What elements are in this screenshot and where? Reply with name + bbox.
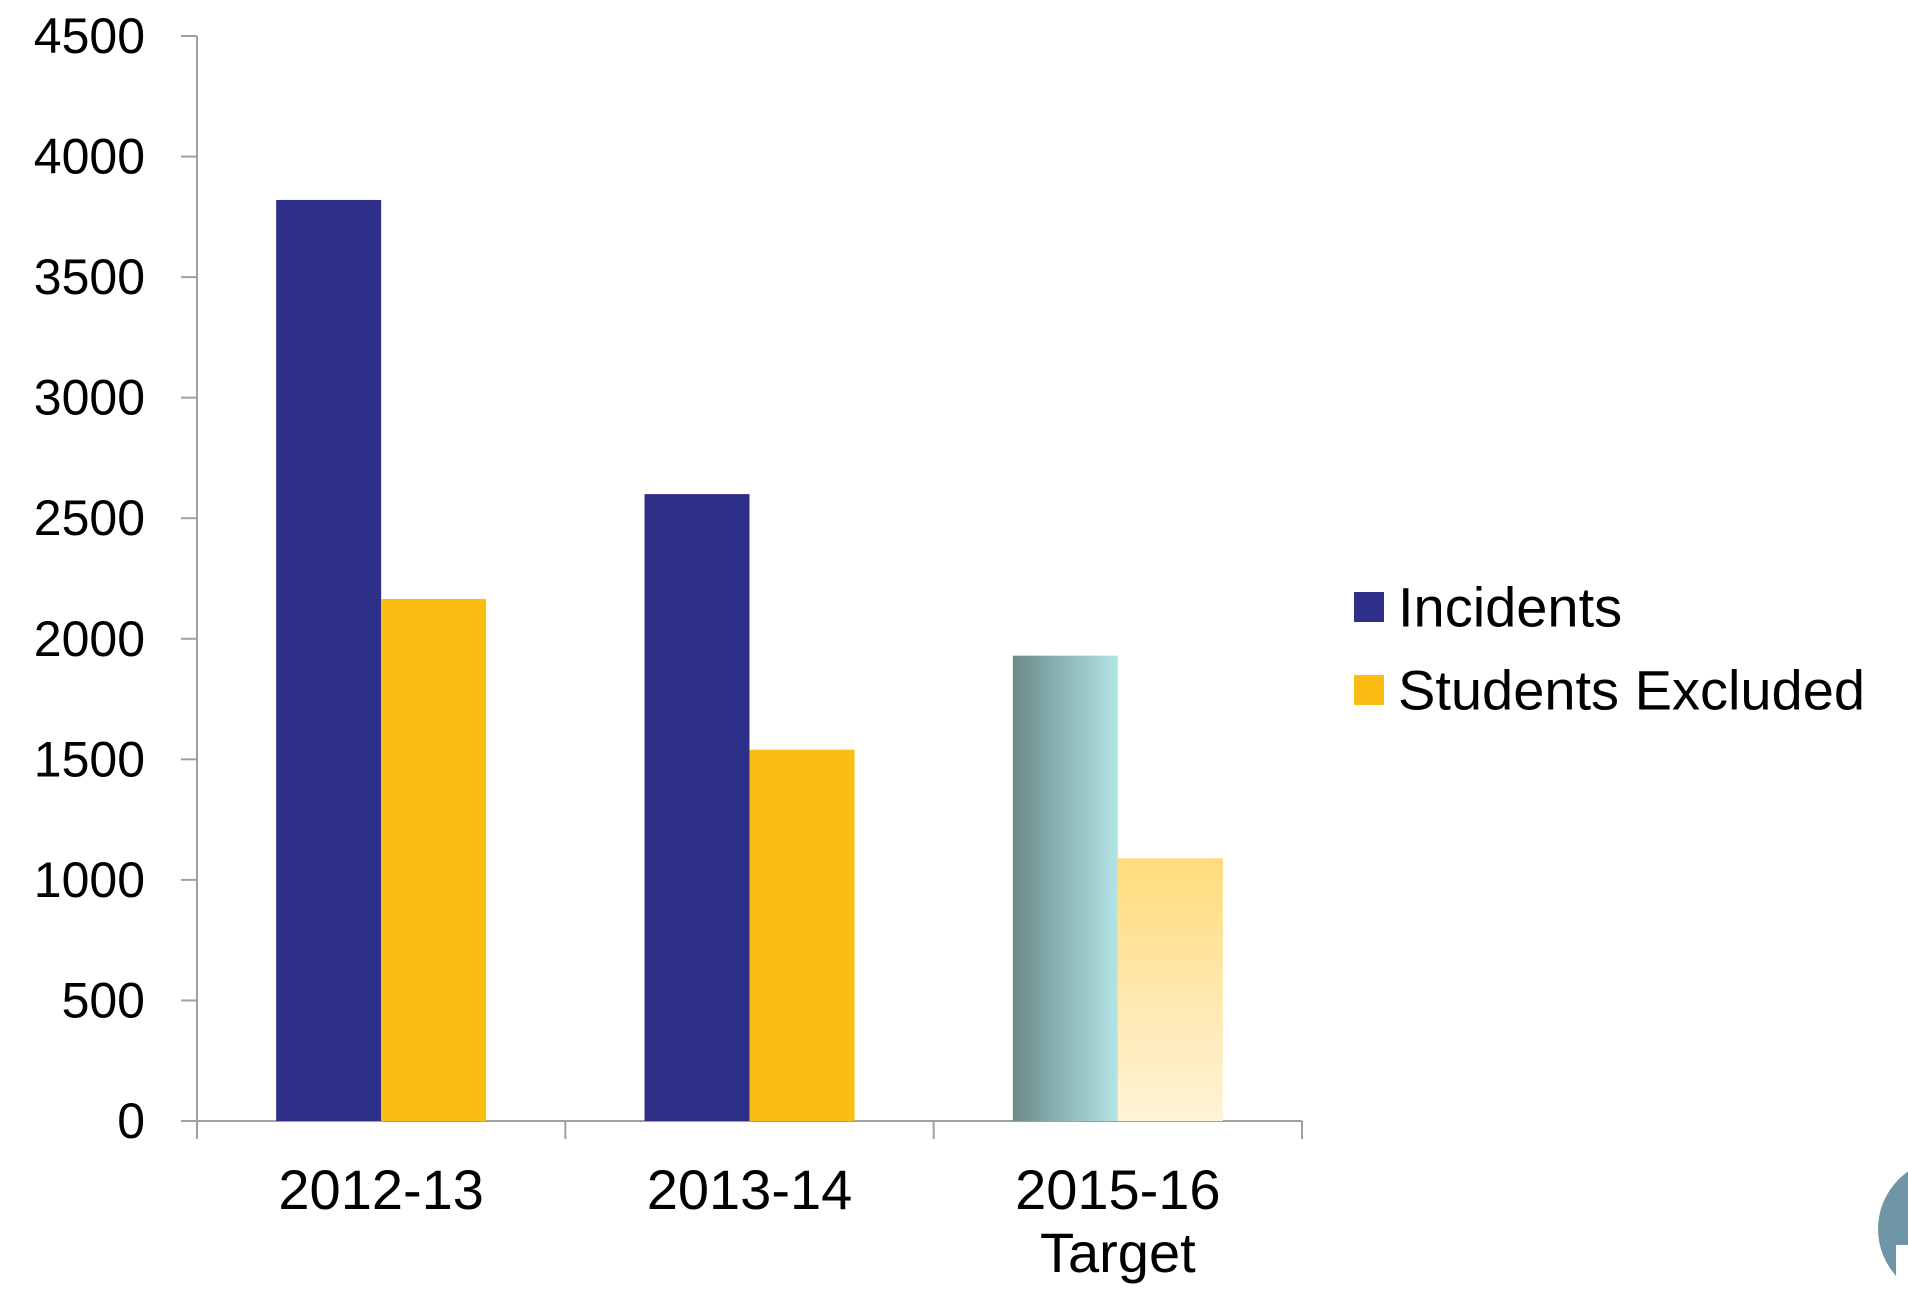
y-tick-label: 3000: [34, 370, 145, 426]
y-tick-label: 2500: [34, 490, 145, 546]
legend-swatch: [1354, 675, 1384, 705]
bar-incidents: [276, 199, 382, 1121]
y-tick-label: 500: [62, 972, 145, 1028]
x-tick-label: 2012-13: [278, 1158, 484, 1221]
legend-label: Incidents: [1398, 576, 1622, 639]
x-tick-label: 2015-16: [1015, 1158, 1221, 1221]
bar-students-excluded: [381, 598, 487, 1121]
bar-incidents: [1012, 655, 1118, 1121]
y-tick-label: 3500: [34, 249, 145, 305]
y-tick-label: 1000: [34, 852, 145, 908]
y-tick-label: 0: [117, 1093, 145, 1149]
y-axis: 0 500 1000 1500 2000 2500 3000 3500 4000 4500: [34, 8, 198, 1149]
corner-logo-mark: [1896, 1245, 1908, 1289]
corner-badge: [1878, 1171, 1908, 1289]
legend-label: Students Excluded: [1398, 659, 1865, 722]
bars: [276, 199, 1223, 1122]
y-tick-label: 4000: [34, 129, 145, 185]
legend-swatch: [1354, 592, 1384, 622]
y-tick-label: 2000: [34, 611, 145, 667]
bar-students-excluded: [1117, 858, 1223, 1121]
x-tick-label: 2013-14: [647, 1158, 853, 1221]
bar-students-excluded: [749, 749, 855, 1121]
x-tick-label: Target: [1040, 1221, 1196, 1284]
y-tick-label: 1500: [34, 731, 145, 787]
bar-incidents: [644, 494, 750, 1122]
y-tick-label: 4500: [34, 8, 145, 64]
legend: Incidents Students Excluded: [1354, 576, 1865, 722]
